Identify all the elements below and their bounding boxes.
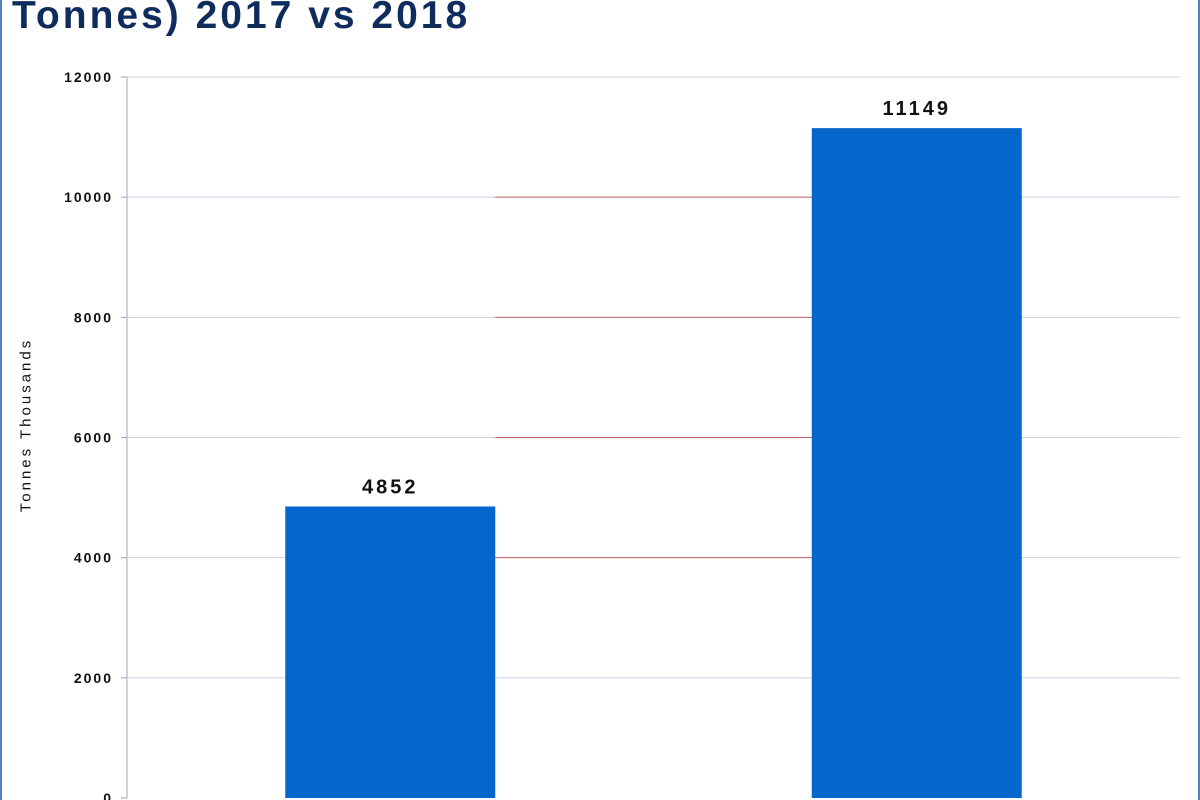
y-tick-label: 8000 — [74, 309, 113, 325]
data-label-2017: 4852 — [362, 476, 419, 498]
chart-title: Tonnes) 2017 vs 2018 — [12, 0, 471, 37]
data-labels: 4852 11149 — [362, 98, 951, 498]
bar-2018 — [811, 128, 1022, 798]
bar-2017 — [285, 506, 496, 798]
y-tick-label: 0 — [103, 790, 113, 800]
y-tick-label: 4000 — [74, 550, 113, 566]
y-tick-label: 12000 — [64, 69, 113, 85]
y-tick-label: 2000 — [74, 670, 113, 686]
bars — [285, 128, 1022, 798]
gridlines — [126, 76, 1180, 798]
data-label-2018: 11149 — [883, 98, 951, 120]
y-tick-label: 6000 — [74, 430, 113, 446]
y-tick-label: 10000 — [64, 189, 113, 205]
y-axis-ticks: 0 2000 4000 6000 8000 10000 12000 — [64, 69, 127, 800]
